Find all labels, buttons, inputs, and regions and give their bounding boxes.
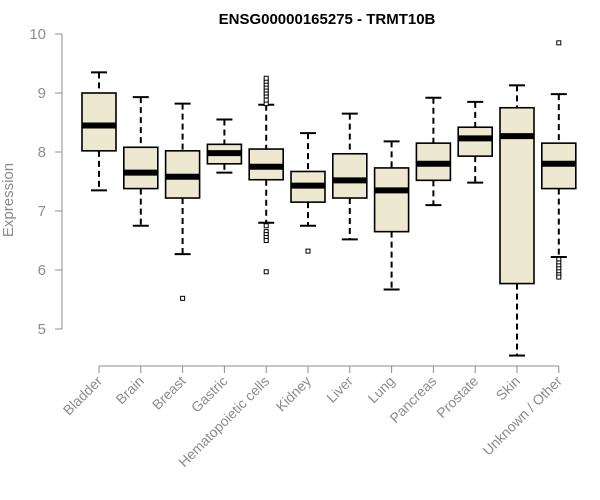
x-tick-label: Kidney — [273, 373, 315, 415]
box-group — [373, 140, 410, 291]
y-axis: 5 6 7 8 9 10 — [29, 26, 63, 338]
box-group — [248, 75, 284, 275]
box-group — [206, 118, 243, 174]
outlier-point — [263, 269, 269, 275]
chart-title: ENSG00000165275 - TRMT10B — [219, 11, 436, 28]
y-tick-label: 8 — [38, 144, 46, 161]
x-tick-label: Prostate — [433, 373, 481, 421]
x-tick-label: Bladder — [60, 373, 106, 419]
box-group — [457, 100, 494, 184]
y-tick-label: 7 — [38, 203, 46, 220]
box-group — [499, 84, 535, 357]
iqr-box — [331, 152, 368, 199]
box-group — [540, 40, 577, 280]
outlier-point — [180, 295, 186, 301]
iqr-box — [373, 167, 410, 233]
outlier-point — [556, 40, 562, 46]
outlier-point — [263, 97, 269, 103]
box-group — [123, 96, 159, 227]
outlier-point — [263, 238, 269, 243]
box-group — [331, 112, 368, 241]
x-tick-label: Liver — [323, 373, 356, 406]
outlier-point — [556, 274, 562, 280]
x-tick-label: Skin — [493, 373, 524, 404]
x-tick-label: Brain — [112, 373, 146, 407]
outlier-point — [305, 248, 311, 254]
iqr-box — [123, 146, 159, 190]
iqr-box — [81, 92, 117, 152]
box-group — [164, 102, 201, 301]
y-tick-label: 9 — [38, 85, 46, 102]
x-tick-label: Unknown / Other — [479, 373, 565, 459]
x-tick-label: Breast — [149, 373, 189, 413]
y-tick-label: 5 — [38, 321, 46, 338]
iqr-box — [457, 126, 494, 157]
box-series — [81, 40, 577, 357]
box-group — [290, 132, 326, 254]
y-tick-label: 10 — [29, 26, 46, 43]
box-group — [81, 71, 117, 192]
x-tick-label: Lung — [364, 373, 397, 406]
y-tick-label: 6 — [38, 262, 46, 279]
outlier-point — [263, 223, 269, 229]
outlier-point — [263, 75, 269, 81]
box-group — [415, 96, 452, 207]
y-axis-label: Expression — [0, 163, 17, 237]
